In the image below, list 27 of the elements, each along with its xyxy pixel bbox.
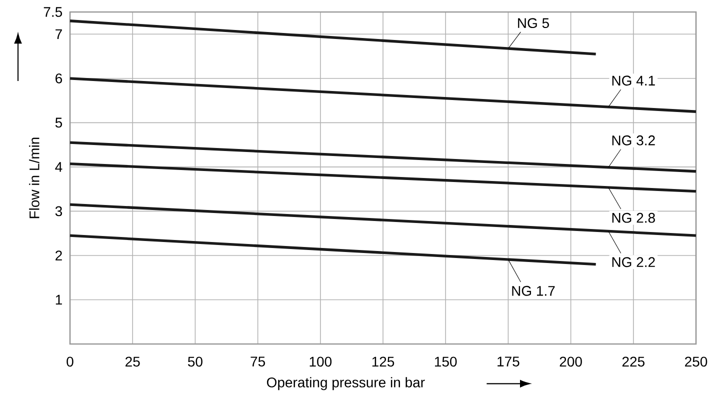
y-tick-label: 7.5 xyxy=(44,7,62,17)
x-tick-label: 0 xyxy=(66,356,74,367)
y-tick-label: 3 xyxy=(55,206,62,216)
series-label: NG 4.1 xyxy=(612,76,655,86)
x-tick-label: 175 xyxy=(498,356,520,366)
y-tick-label: 4 xyxy=(55,162,62,172)
x-tick-label: 250 xyxy=(685,356,708,367)
x-tick-label: 50 xyxy=(188,356,202,367)
series-label: NG 1.7 xyxy=(512,286,555,296)
x-tick-label: 125 xyxy=(372,356,394,367)
x-tick-label: 75 xyxy=(250,356,265,366)
y-axis-title: Flow in L/min xyxy=(29,138,40,218)
y-tick-label: 6 xyxy=(56,73,62,84)
y-tick-label: 2 xyxy=(56,250,62,260)
series-label: NG 2.8 xyxy=(612,212,655,223)
series-label: NG 5 xyxy=(518,18,549,28)
x-tick-label: 225 xyxy=(622,356,644,367)
x-tick-label: 100 xyxy=(310,356,332,367)
series-label: NG 3.2 xyxy=(612,135,655,146)
y-tick-label: 7 xyxy=(56,29,62,39)
x-tick-label: 150 xyxy=(434,356,457,367)
x-tick-label: 25 xyxy=(126,356,140,367)
x-tick-label: 200 xyxy=(560,356,582,367)
y-tick-label: 1 xyxy=(56,294,62,305)
y-tick-label: 5 xyxy=(55,118,62,128)
series-label: NG 2.2 xyxy=(612,257,655,268)
x-axis-title: Operating pressure in bar xyxy=(266,377,425,390)
